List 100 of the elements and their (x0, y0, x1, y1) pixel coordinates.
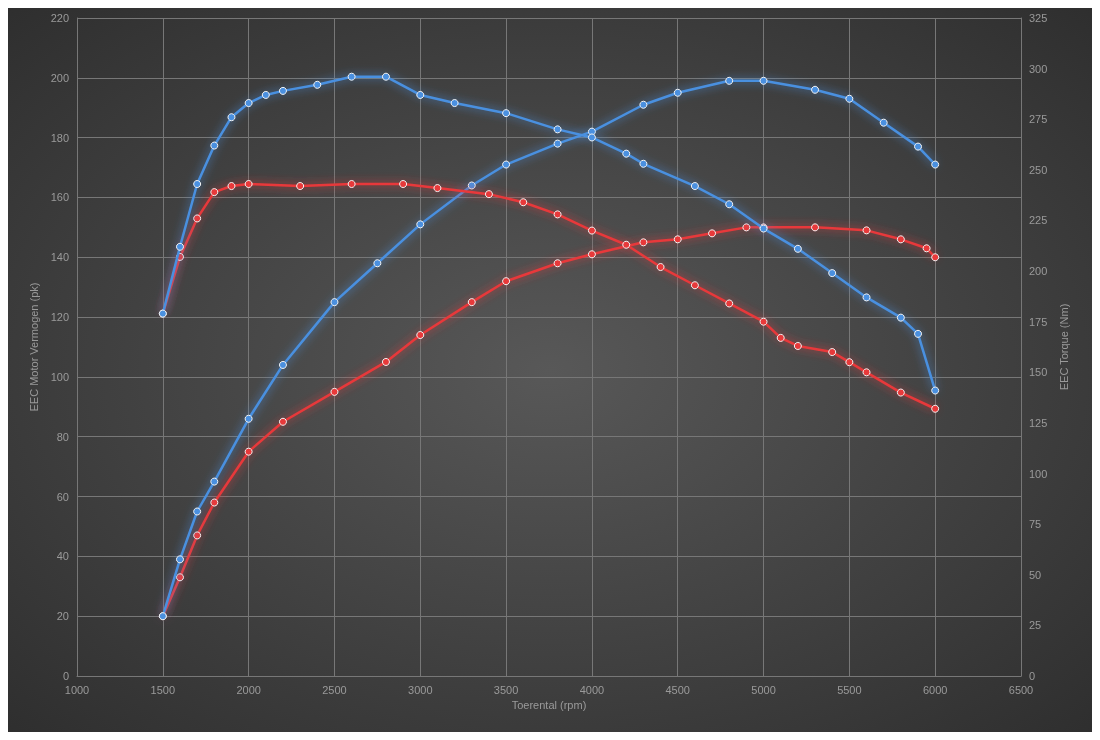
x-tick-label: 2000 (236, 683, 261, 696)
point (725, 299, 734, 308)
point (433, 184, 442, 193)
point (416, 90, 425, 99)
y2-tick-label: 150 (1029, 366, 1048, 379)
x-tick-label: 1000 (64, 683, 90, 696)
point (347, 72, 356, 81)
point (261, 90, 270, 99)
x-tick-label: 2500 (322, 683, 347, 696)
point (553, 125, 562, 134)
point (931, 160, 940, 169)
point (690, 182, 699, 191)
point (244, 180, 253, 189)
point (175, 573, 184, 582)
x-tick-label: 3000 (408, 683, 433, 696)
y2-tick-label: 325 (1029, 12, 1048, 24)
y2-tick-label: 250 (1029, 163, 1048, 176)
x-tick-label: 3500 (493, 683, 519, 696)
x-tick-label: 4500 (665, 683, 690, 696)
point (914, 329, 923, 338)
point (811, 223, 820, 232)
point (690, 281, 699, 290)
point (210, 498, 219, 507)
point (725, 200, 734, 209)
point (639, 159, 648, 168)
point (622, 240, 631, 249)
y2-tick-label: 25 (1029, 619, 1042, 632)
point (879, 118, 888, 127)
point (296, 182, 305, 191)
point (759, 76, 768, 85)
y-tick-label: 60 (56, 490, 69, 503)
y2-tick-label: 225 (1029, 214, 1048, 227)
point (278, 86, 287, 95)
point (553, 259, 562, 268)
y2-axis-title: EEC Torque (Nm) (1057, 303, 1070, 391)
point (922, 244, 931, 253)
point (553, 139, 562, 148)
point (776, 333, 785, 342)
point (622, 149, 631, 158)
point (587, 250, 596, 259)
point (502, 277, 511, 286)
point (896, 313, 905, 322)
point (227, 113, 236, 122)
point (845, 94, 854, 103)
point (373, 259, 382, 268)
point (725, 76, 734, 85)
point (759, 317, 768, 326)
y2-tick-label: 300 (1029, 62, 1048, 75)
x-axis-title: Toerental (rpm) (511, 699, 587, 712)
point (227, 182, 236, 191)
point (862, 226, 871, 235)
point (639, 238, 648, 247)
y-tick-label: 20 (56, 610, 69, 623)
x-tick-label: 6000 (922, 683, 948, 696)
y2-tick-label: 175 (1029, 315, 1048, 328)
y-tick-label: 180 (50, 131, 69, 144)
y2-tick-label: 50 (1029, 568, 1042, 581)
point (931, 386, 940, 395)
point (175, 242, 184, 251)
y-tick-label: 220 (50, 12, 69, 24)
point (553, 210, 562, 219)
x-tick-label: 6500 (1008, 683, 1034, 696)
point (347, 180, 356, 189)
point (914, 142, 923, 151)
point (193, 531, 202, 540)
point (330, 298, 339, 307)
point (502, 109, 511, 118)
y2-tick-label: 75 (1029, 518, 1042, 531)
point (244, 447, 253, 456)
point (278, 360, 287, 369)
point (862, 368, 871, 377)
point (467, 298, 476, 307)
y2-tick-label: 275 (1029, 113, 1048, 126)
x-tick-label: 4000 (579, 683, 605, 696)
point (502, 160, 511, 169)
point (896, 235, 905, 244)
point (828, 269, 837, 278)
point (931, 404, 940, 413)
point (484, 190, 493, 199)
x-tick-label: 5500 (837, 683, 862, 696)
point (416, 220, 425, 229)
point (381, 357, 390, 366)
point (330, 387, 339, 396)
y-tick-label: 100 (50, 370, 69, 383)
point (467, 181, 476, 190)
point (931, 253, 940, 262)
point (862, 293, 871, 302)
point (811, 85, 820, 94)
point (244, 99, 253, 108)
y-tick-label: 0 (62, 670, 69, 682)
point (587, 133, 596, 142)
x-tick-label: 5000 (751, 683, 776, 696)
point (244, 414, 253, 423)
point (313, 80, 322, 89)
point (399, 180, 408, 189)
y2-tick-label: 0 (1029, 670, 1036, 682)
point (673, 235, 682, 244)
point (210, 188, 219, 197)
point (519, 198, 528, 207)
point (193, 180, 202, 189)
